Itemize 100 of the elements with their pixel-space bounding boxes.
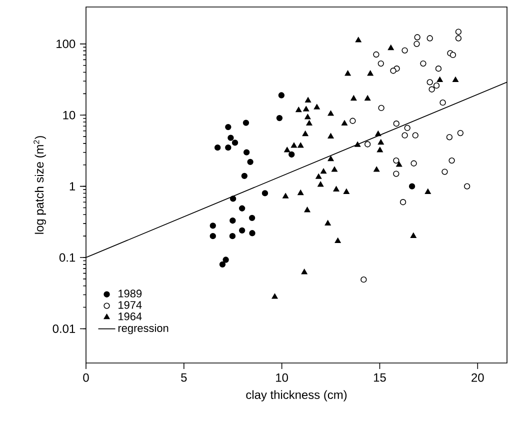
point [402,47,408,54]
point [232,140,238,146]
point [355,37,362,42]
point [412,132,418,138]
point [332,166,338,172]
point [442,168,448,175]
point [410,232,416,238]
point [378,104,384,112]
point [229,232,236,240]
point [278,92,285,98]
point [455,35,462,42]
point [301,268,308,274]
point [436,76,443,82]
point [249,230,256,236]
point [241,172,248,179]
point [303,106,310,112]
point [302,130,308,136]
point [210,232,216,240]
y-tick-label: 0.01 [52,324,76,333]
point [426,35,433,42]
point [446,134,453,140]
point [350,95,357,101]
point [210,222,216,229]
point [424,188,431,194]
point [222,256,229,263]
point [230,218,236,224]
y-tick-label: 10 [63,110,76,120]
point [276,114,283,122]
point [228,134,234,141]
point [396,161,402,167]
point [393,170,400,177]
point [393,120,400,127]
point [367,70,374,76]
point [328,133,334,138]
point [364,95,371,101]
point [408,183,416,190]
legend-label: 1964 [118,312,142,320]
y-axis-title: log patch size (m$^{2}$) [34,136,46,234]
point [324,220,331,226]
point [316,174,322,179]
point [304,114,311,120]
point [420,60,426,67]
point [328,156,334,162]
point [410,160,417,166]
point [388,44,394,50]
legend-label: regression [118,324,168,334]
point [248,214,256,221]
x-tick-label: 5 [181,373,187,382]
point [328,110,334,116]
point [390,68,396,74]
point [464,183,470,190]
point [304,206,310,212]
point [314,104,320,110]
point [414,34,420,40]
point [219,261,226,268]
point [433,82,440,89]
x-tick-label: 10 [276,373,288,382]
legend-label: 1989 [118,290,142,298]
point [282,193,289,198]
point [262,190,268,196]
point [343,188,350,194]
point [305,97,312,102]
point [360,276,367,283]
point [393,157,400,164]
point [243,149,250,156]
point [435,66,442,72]
x-tick-label: 15 [374,373,386,382]
point [296,106,302,112]
point [284,146,290,152]
point [306,120,312,126]
point [225,144,232,151]
point [214,144,221,151]
point [272,293,278,299]
point [290,142,297,148]
point [298,142,304,148]
point [344,70,351,76]
point [247,158,254,166]
point [350,118,356,124]
point [376,146,383,152]
point [238,227,246,234]
point [452,76,458,82]
point [400,199,406,206]
point [440,99,446,106]
point [238,205,246,212]
x-tick-label: 20 [472,373,484,382]
y-tick-label: 100 [56,40,76,48]
point [404,124,410,132]
point [341,120,348,126]
x-tick-label: 0 [83,373,89,382]
point [374,166,380,172]
point [242,120,250,126]
point [225,124,232,130]
point [428,86,435,92]
point [450,52,456,58]
point [426,79,433,86]
point [414,40,420,47]
point [288,151,295,158]
point [373,51,380,58]
point [318,181,324,187]
point [378,60,384,67]
